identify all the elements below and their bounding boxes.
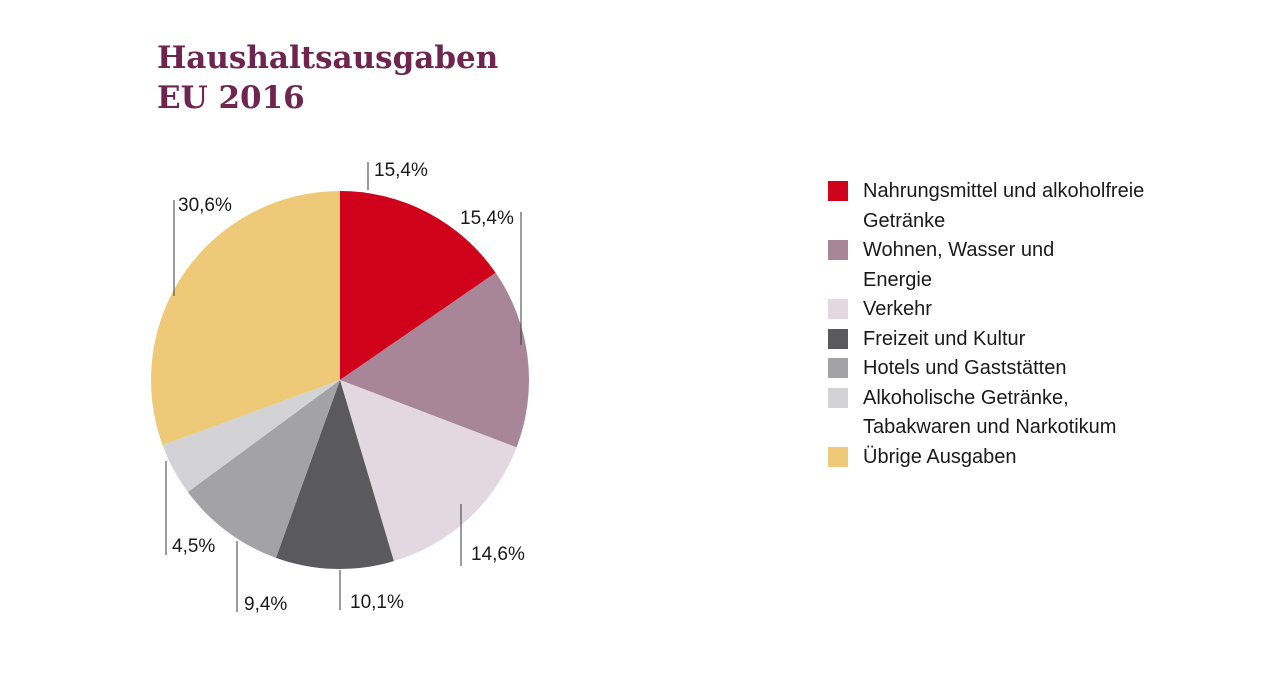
chart-title-line-2: EU 2016: [157, 80, 305, 116]
pie-data-labels: 15,4% 15,4% 14,6% 10,1% 9,4% 4,5% 30,6%: [172, 160, 525, 615]
pie-slice: [162, 380, 340, 493]
legend-label: Wohnen, Wasser und Energie: [863, 236, 1054, 295]
legend-swatch: [828, 240, 848, 260]
pie-slice: [187, 380, 340, 558]
legend-label-line: Energie: [863, 268, 932, 291]
pie-slice: [275, 380, 394, 570]
pie-data-label: 10,1%: [350, 592, 404, 613]
legend-label-line: Wohnen, Wasser und: [863, 239, 1055, 261]
chart-legend: Nahrungsmittel und alkoholfreie Getränke W…: [828, 177, 1248, 472]
pie-slice: [150, 191, 340, 446]
legend-item: Nahrungsmittel und alkoholfreie Getränke: [828, 177, 1248, 236]
label-leader-lines: [165, 162, 522, 612]
legend-label-line: Getränke: [863, 209, 946, 232]
legend-label: Nahrungsmittel und alkoholfreie Getränke: [863, 177, 1144, 236]
legend-swatch: [828, 181, 848, 201]
legend-swatch: [828, 299, 848, 319]
legend-item: Wohnen, Wasser und Energie: [828, 236, 1248, 295]
legend-label: Übrige Ausgaben: [863, 443, 1016, 473]
pie-slice: [340, 272, 530, 448]
legend-label-line: Alkoholische Getränke,: [863, 386, 1069, 409]
legend-item: Freizeit und Kultur: [828, 325, 1248, 355]
legend-label-line: Hotels und Gaststätten: [863, 357, 1067, 379]
pie-data-label: 4,5%: [172, 536, 215, 557]
pie-slice: [340, 191, 496, 380]
chart-title: Haushaltsausgaben EU 2016: [157, 38, 498, 118]
legend-swatch: [828, 358, 848, 378]
legend-label-line: Nahrungsmittel und alkoholfreie: [863, 180, 1145, 202]
pie-data-label: 9,4%: [244, 594, 287, 615]
legend-swatch: [828, 328, 848, 349]
legend-label-line: Tabakwaren und Narkotikum: [863, 416, 1117, 438]
pie-data-label: 30,6%: [178, 195, 232, 216]
legend-item: Verkehr: [828, 295, 1248, 325]
legend-label: Verkehr: [863, 295, 932, 325]
legend-item: Alkoholische Getränke, Tabakwaren und Nar…: [828, 384, 1248, 443]
legend-label-line: Verkehr: [863, 298, 932, 320]
legend-swatch: [828, 387, 848, 408]
legend-swatch: [828, 446, 848, 467]
legend-label-line: Übrige Ausgaben: [863, 445, 1017, 468]
pie-data-label: 15,4%: [374, 160, 428, 181]
legend-label: Freizeit und Kultur: [863, 325, 1025, 355]
legend-label: Alkoholische Getränke, Tabakwaren und Nar…: [863, 384, 1116, 443]
legend-label: Hotels und Gaststätten: [863, 354, 1066, 384]
pie-data-label: 15,4%: [460, 208, 514, 229]
pie-slice: [340, 380, 517, 562]
legend-item: Hotels und Gaststätten: [828, 354, 1248, 384]
legend-label-line: Freizeit und Kultur: [863, 327, 1026, 350]
pie-slices: [150, 191, 530, 570]
chart-title-line-1: Haushaltsausgaben: [157, 40, 499, 76]
legend-item: Übrige Ausgaben: [828, 443, 1248, 473]
pie-data-label: 14,6%: [471, 544, 525, 565]
